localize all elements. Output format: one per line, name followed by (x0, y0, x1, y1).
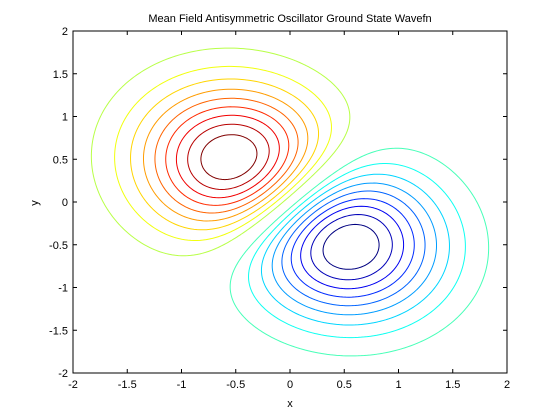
contour-level-line (229, 147, 490, 357)
x-tick-label: 2 (504, 379, 510, 391)
y-tick-label: 0.5 (53, 154, 68, 166)
contour-level-line (322, 223, 380, 270)
contour-level-line (281, 190, 426, 307)
contour-level-line (271, 182, 438, 316)
y-tick-label: -0.5 (49, 240, 68, 252)
contour-lines (90, 47, 490, 357)
x-tick-label: 0 (287, 379, 293, 391)
y-tick-label: -2 (58, 368, 68, 380)
x-tick-label: 1.5 (445, 379, 460, 391)
x-axis-ticks: -2 -1.5 -1 -0.5 0 0.5 1 1.5 2 (68, 31, 510, 391)
contour-level-line (165, 106, 290, 206)
contour-level-line (175, 114, 280, 199)
contour-level-line (310, 214, 393, 281)
contour-level-line (187, 123, 270, 190)
x-tick-label: -1.5 (118, 379, 137, 391)
y-tick-label: 1.5 (53, 69, 68, 81)
x-axis-label: x (287, 398, 293, 410)
y-tick-label: 2 (62, 26, 68, 38)
contour-level-line (260, 173, 450, 326)
contour-level-line (154, 97, 299, 214)
y-axis-ticks: -2 -1.5 -1 -0.5 0 0.5 1 1.5 2 (49, 26, 507, 380)
x-tick-label: -2 (68, 379, 78, 391)
contour-level-line (200, 134, 258, 181)
x-tick-label: -0.5 (226, 379, 245, 391)
chart-title: Mean Field Antisymmetric Oscillator Grou… (148, 13, 431, 25)
y-tick-label: 0 (62, 197, 68, 209)
y-tick-label: -1.5 (49, 325, 68, 337)
x-tick-label: -1 (177, 379, 187, 391)
contour-level-line (248, 163, 466, 339)
y-axis-label: y (29, 200, 41, 206)
y-tick-label: 1 (62, 112, 68, 124)
y-tick-label: -1 (58, 283, 68, 295)
contour-level-line (290, 198, 415, 298)
contour-level-line (300, 205, 405, 290)
x-tick-label: 1 (395, 379, 401, 391)
contour-level-line (142, 88, 309, 222)
contour-level-line (114, 65, 332, 241)
x-tick-label: 0.5 (337, 379, 352, 391)
contour-level-line (130, 78, 320, 231)
contour-level-line (90, 47, 351, 257)
